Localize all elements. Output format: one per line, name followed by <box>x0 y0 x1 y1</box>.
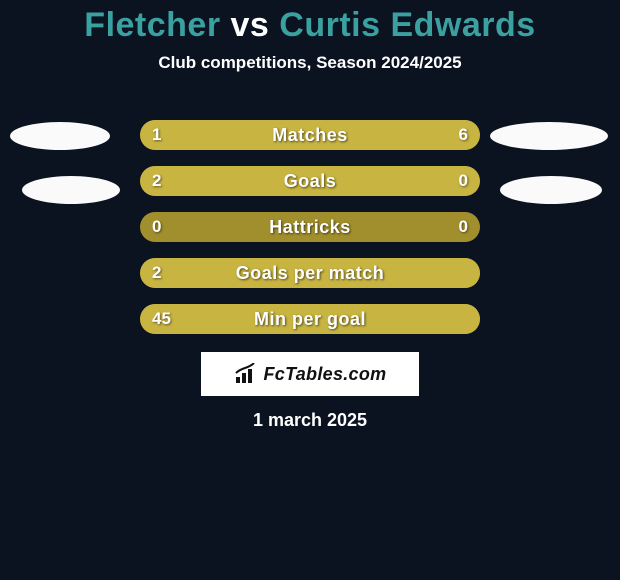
stat-row: Goals per match2 <box>140 258 480 288</box>
stats-area: Matches16Goals20Hattricks00Goals per mat… <box>0 0 620 580</box>
stat-value-left: 45 <box>152 304 171 334</box>
stat-value-left: 0 <box>152 212 161 242</box>
stat-value-right: 6 <box>459 120 468 150</box>
stat-row: Matches1 6 <box>140 120 480 150</box>
stat-label: Hattricks <box>140 212 480 242</box>
stat-value-right: 0 <box>459 212 468 242</box>
stat-value-left: 2 <box>152 166 161 196</box>
stat-label: Matches <box>140 120 480 150</box>
left-player-placeholder <box>10 122 110 150</box>
stat-row: Min per goal45 <box>140 304 480 334</box>
bar-chart-icon <box>234 363 258 385</box>
stat-label: Min per goal <box>140 304 480 334</box>
right-player-placeholder <box>490 122 608 150</box>
date-text: 1 march 2025 <box>0 410 620 431</box>
stat-row: Goals2 0 <box>140 166 480 196</box>
attribution-logo: FcTables.com <box>201 352 419 396</box>
left-player-placeholder <box>22 176 120 204</box>
attribution-text: FcTables.com <box>264 364 387 385</box>
stats-bars: Matches16Goals20Hattricks00Goals per mat… <box>140 120 480 350</box>
right-player-placeholder <box>500 176 602 204</box>
stat-label: Goals <box>140 166 480 196</box>
stat-row: Hattricks0 0 <box>140 212 480 242</box>
stat-value-left: 2 <box>152 258 161 288</box>
comparison-infographic: Fletcher vs Curtis Edwards Club competit… <box>0 0 620 580</box>
stat-value-left: 1 <box>152 120 161 150</box>
stat-value-right: 0 <box>459 166 468 196</box>
stat-label: Goals per match <box>140 258 480 288</box>
